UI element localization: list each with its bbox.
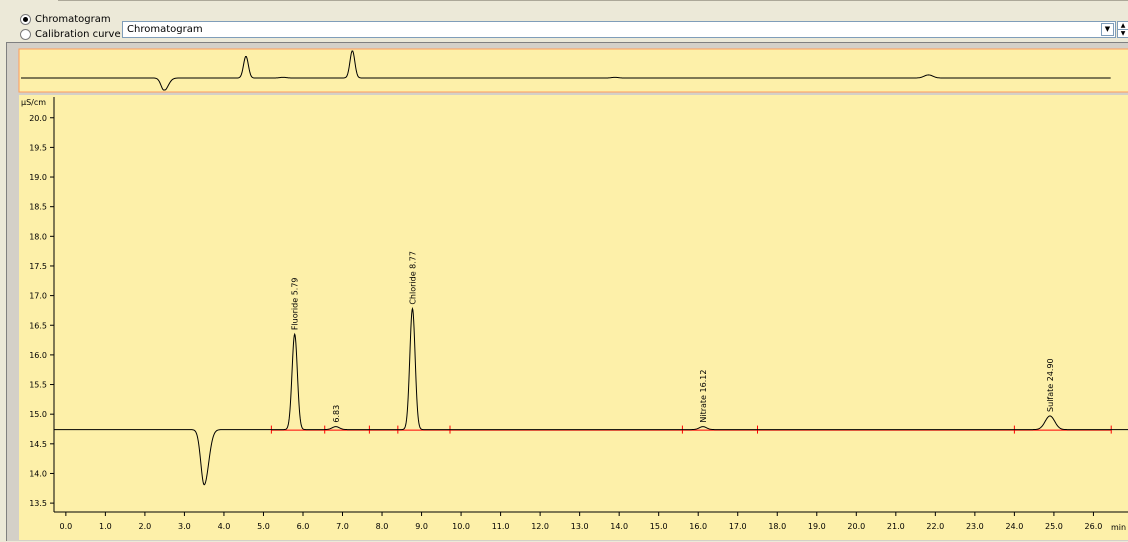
x-tick-label: 11.0	[492, 522, 510, 531]
overview-trace	[21, 50, 1111, 91]
x-tick-label: 9.0	[415, 522, 428, 531]
y-tick-label: 14.0	[29, 469, 47, 478]
x-tick-label: 17.0	[729, 522, 747, 531]
overview-panel	[18, 48, 1128, 93]
radio-calibration-curve[interactable]: Calibration curve	[20, 27, 121, 42]
x-tick-label: 19.0	[808, 522, 826, 531]
y-tick-label: 18.5	[29, 203, 47, 212]
x-tick-label: 26.0	[1085, 522, 1103, 531]
x-axis-unit-label: min	[1111, 523, 1126, 532]
x-tick-label: 23.0	[966, 522, 984, 531]
peak-label: Sulfate 24.90	[1046, 358, 1055, 412]
tab-strip-edge	[58, 0, 1128, 4]
x-tick-label: 8.0	[376, 522, 389, 531]
plot-area	[19, 95, 1128, 540]
x-tick-label: 18.0	[768, 522, 786, 531]
x-tick-label: 21.0	[887, 522, 905, 531]
x-tick-label: 15.0	[650, 522, 668, 531]
y-tick-label: 17.0	[29, 292, 47, 301]
y-tick-label: 19.0	[29, 173, 47, 182]
chevron-down-icon[interactable]: ▼	[1101, 23, 1114, 36]
x-tick-label: 0.0	[59, 522, 72, 531]
chromatogram-trace	[54, 306, 1128, 486]
y-tick-label: 13.5	[29, 499, 47, 508]
x-tick-label: 7.0	[336, 522, 349, 531]
y-tick-group: 13.5 14.0 14.5 15.0 15.5 16.0 16.5 17.0 17.5 18.0…	[29, 114, 54, 508]
radio-chromatogram[interactable]: Chromatogram	[20, 12, 121, 27]
y-tick-label: 16.5	[29, 321, 47, 330]
spin-control[interactable]: ▲ ▼	[1117, 21, 1128, 38]
spin-up-icon[interactable]: ▲	[1118, 22, 1128, 30]
x-tick-label: 5.0	[257, 522, 270, 531]
chart-frame: µS/cm min 13.5 14.0 14.5 15.0 15.5 16.0 16.5 17…	[6, 42, 1128, 541]
x-tick-label: 20.0	[847, 522, 865, 531]
x-tick-label: 2.0	[139, 522, 152, 531]
x-tick-label: 13.0	[571, 522, 589, 531]
x-tick-label: 14.0	[610, 522, 628, 531]
x-tick-label: 16.0	[689, 522, 707, 531]
view-radio-group: Chromatogram Calibration curve	[20, 12, 121, 42]
combo-value: Chromatogram	[127, 24, 203, 35]
y-axis-unit-label: µS/cm	[21, 98, 46, 107]
chromatogram-chart: µS/cm min 13.5 14.0 14.5 15.0 15.5 16.0 16.5 17…	[18, 48, 1128, 540]
x-tick-group: 0.0 1.0 2.0 3.0 4.0 5.0 6.0 7.0 8.0 9.0 10.0 11.0 12…	[59, 512, 1102, 531]
radio-label-calibration-curve: Calibration curve	[35, 29, 121, 40]
y-tick-label: 17.5	[29, 262, 47, 271]
y-tick-label: 15.5	[29, 381, 47, 390]
y-tick-label: 19.5	[29, 143, 47, 152]
y-tick-label: 14.5	[29, 440, 47, 449]
x-tick-label: 25.0	[1045, 522, 1063, 531]
radio-button-unchecked[interactable]	[20, 29, 31, 40]
radio-button-checked[interactable]	[20, 14, 31, 25]
x-tick-label: 1.0	[99, 522, 112, 531]
radio-label-chromatogram: Chromatogram	[35, 14, 111, 25]
x-tick-label: 3.0	[178, 522, 191, 531]
x-tick-label: 6.0	[297, 522, 310, 531]
x-tick-label: 22.0	[926, 522, 944, 531]
peak-label: Fluoride 5.79	[291, 277, 300, 330]
spin-down-icon[interactable]: ▼	[1120, 30, 1126, 37]
chromatogram-select[interactable]: Chromatogram ▼	[122, 21, 1116, 38]
y-tick-label: 18.0	[29, 232, 47, 241]
peak-label: Nitrate 16.12	[699, 370, 708, 423]
y-tick-label: 15.0	[29, 410, 47, 419]
y-tick-label: 20.0	[29, 114, 47, 123]
x-tick-label: 10.0	[452, 522, 470, 531]
peak-label: Chloride 8.77	[408, 251, 417, 305]
peak-label-group: Fluoride 5.79 6.83 Chloride 8.77 Nitrate 16…	[291, 251, 1055, 423]
x-tick-label: 4.0	[218, 522, 231, 531]
x-tick-label: 24.0	[1005, 522, 1023, 531]
y-tick-label: 16.0	[29, 351, 47, 360]
peak-label: 6.83	[332, 405, 341, 423]
x-tick-label: 12.0	[531, 522, 549, 531]
